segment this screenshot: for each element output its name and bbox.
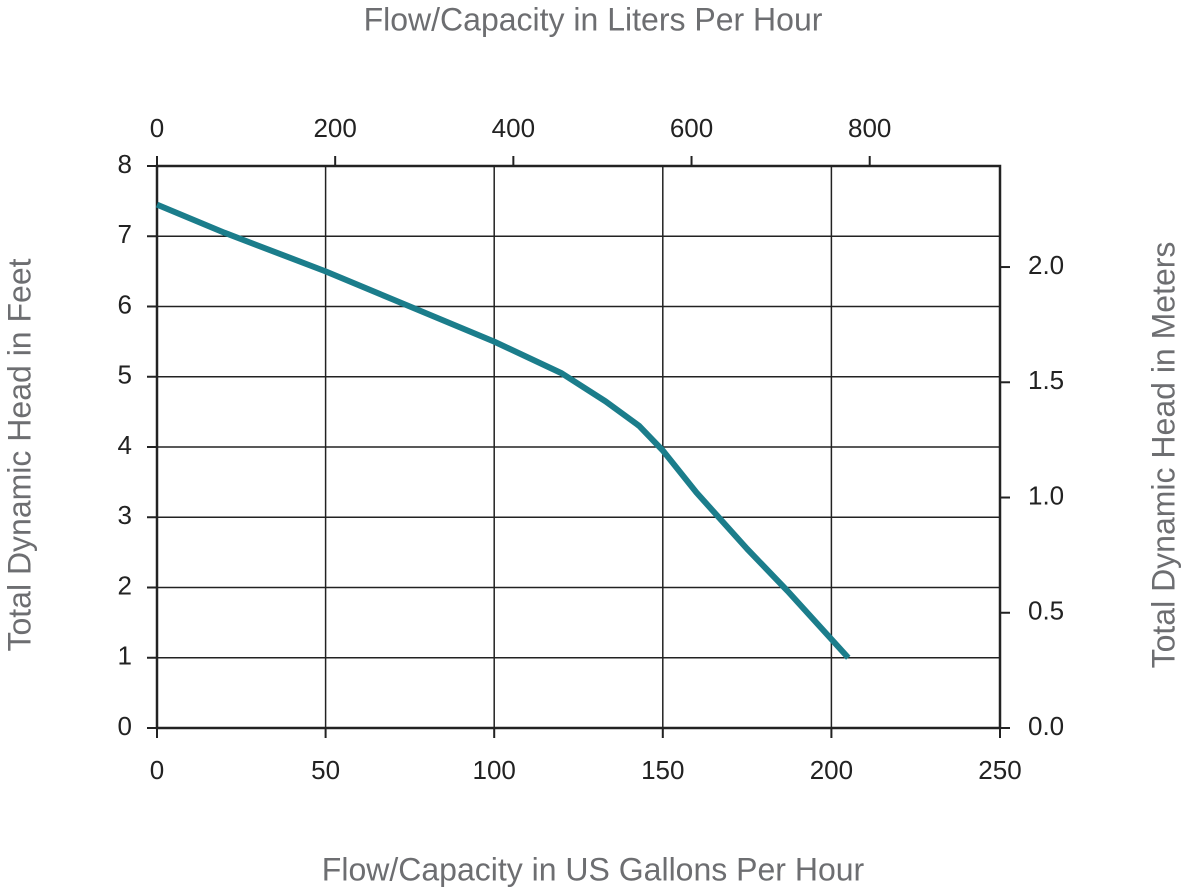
x2-tick-label: 400 <box>492 113 535 143</box>
data-line <box>155 201 851 660</box>
y2-tick-label: 0.5 <box>1028 596 1064 626</box>
x-tick-label: 150 <box>641 755 684 785</box>
x-tick-label: 250 <box>978 755 1021 785</box>
x-tick-label: 100 <box>473 755 516 785</box>
x-tick-label: 50 <box>311 755 340 785</box>
x2-tick-label: 200 <box>313 113 356 143</box>
x2-tick-label: 600 <box>670 113 713 143</box>
plot-frame <box>155 164 1002 730</box>
y-tick-label: 2 <box>118 570 132 600</box>
y2-tick-label: 2.0 <box>1028 250 1064 280</box>
y-tick-label: 5 <box>118 360 132 390</box>
y-tick-label: 8 <box>118 149 132 179</box>
top-axis-label: Flow/Capacity in Liters Per Hour <box>364 1 823 37</box>
x-axis-label: Flow/Capacity in US Gallons Per Hour <box>322 851 865 887</box>
y-axis-label: Total Dynamic Head in Feet <box>1 258 37 651</box>
y-tick-label: 7 <box>118 219 132 249</box>
y-tick-label: 3 <box>118 500 132 530</box>
y2-tick-label: 1.5 <box>1028 365 1064 395</box>
x2-tick-label: 0 <box>150 113 164 143</box>
x2-tick-label: 800 <box>848 113 891 143</box>
y-tick-label: 0 <box>118 711 132 741</box>
y2-axis-label: Total Dynamic Head in Meters <box>1145 242 1181 669</box>
y-tick-label: 1 <box>118 641 132 671</box>
y-tick-label: 4 <box>118 430 132 460</box>
y2-tick-label: 1.0 <box>1028 480 1064 510</box>
x-tick-label: 200 <box>810 755 853 785</box>
x-tick-label: 0 <box>150 755 164 785</box>
y-tick-label: 6 <box>118 289 132 319</box>
y2-tick-label: 0.0 <box>1028 711 1064 741</box>
